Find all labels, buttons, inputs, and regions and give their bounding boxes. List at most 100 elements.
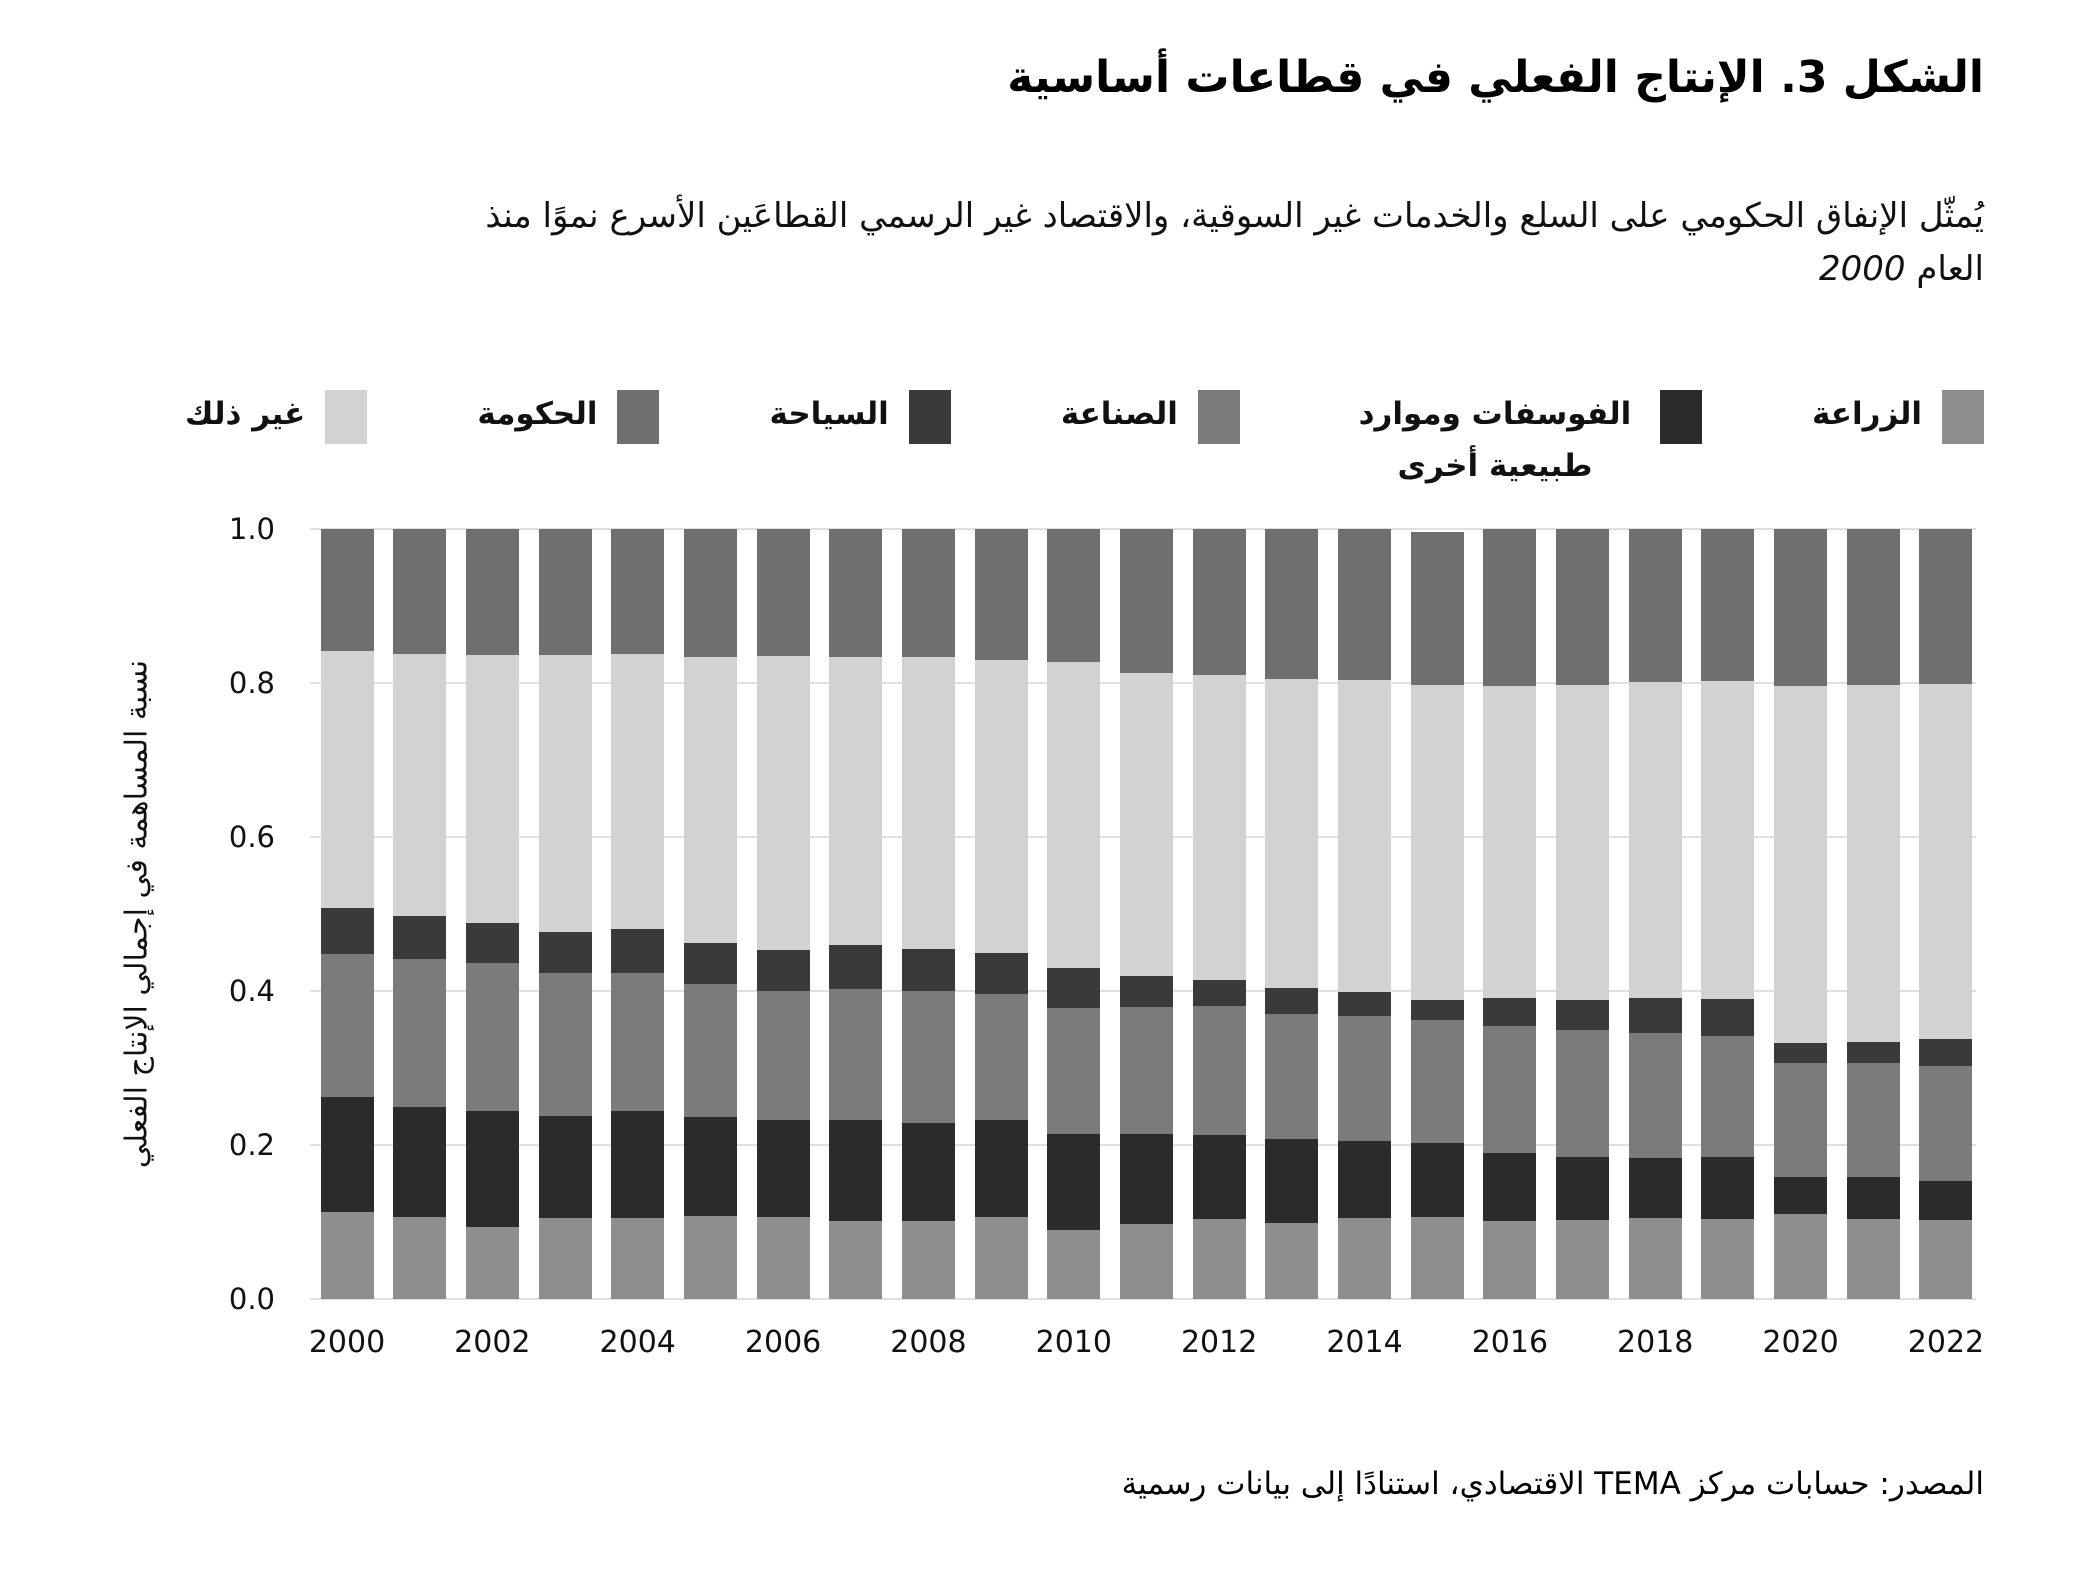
bar-segment-other-2010 bbox=[1047, 662, 1101, 968]
bar-2003 bbox=[538, 529, 592, 1299]
bar-segment-agriculture-2014 bbox=[1338, 1218, 1392, 1299]
x-tick-2002: 2002 bbox=[454, 1325, 531, 1360]
bar-segment-other-2007 bbox=[829, 656, 883, 945]
bar-segment-industry-2018 bbox=[1628, 1032, 1682, 1159]
bar-segment-phosphates-2001 bbox=[393, 1107, 447, 1218]
bar-segment-other-2002 bbox=[465, 654, 519, 924]
bar-2007 bbox=[829, 529, 883, 1299]
bar-segment-tourism-2008 bbox=[901, 948, 955, 992]
bar-segment-industry-2007 bbox=[829, 989, 883, 1120]
bar-segment-government-2001 bbox=[393, 529, 447, 654]
legend-item-phosphates: الفوسفات وموارد طبيعية أخرى bbox=[1350, 388, 1702, 492]
bar-segment-tourism-2011 bbox=[1119, 975, 1173, 1008]
bar-segment-government-2007 bbox=[829, 529, 883, 657]
bar-segment-industry-2013 bbox=[1265, 1014, 1319, 1139]
bar-segment-industry-2001 bbox=[393, 958, 447, 1108]
bar-segment-other-2012 bbox=[1192, 674, 1246, 981]
bar-2015 bbox=[1410, 529, 1464, 1299]
bar-segment-government-2012 bbox=[1192, 529, 1246, 675]
bar-segment-phosphates-2022 bbox=[1919, 1181, 1973, 1220]
bar-segment-government-2019 bbox=[1701, 529, 1755, 682]
bar-segment-tourism-2022 bbox=[1919, 1038, 1973, 1066]
bar-segment-other-2016 bbox=[1483, 686, 1537, 998]
bar-segment-tourism-2021 bbox=[1846, 1041, 1900, 1064]
bar-2017 bbox=[1556, 529, 1610, 1299]
bar-segment-tourism-2002 bbox=[465, 923, 519, 964]
bar-segment-phosphates-2021 bbox=[1846, 1177, 1900, 1219]
legend-swatch-industry bbox=[1197, 390, 1240, 444]
bar-2018 bbox=[1628, 529, 1682, 1299]
bar-2009 bbox=[974, 529, 1028, 1299]
chart-legend: الزراعة الفوسفات وموارد طبيعية أخرى الصناع… bbox=[185, 388, 1984, 492]
legend-item-government: الحكومة bbox=[477, 388, 660, 444]
bar-segment-government-2000 bbox=[320, 529, 374, 652]
legend-label-industry: الصناعة bbox=[1060, 396, 1178, 432]
bar-segment-government-2010 bbox=[1047, 529, 1101, 663]
bar-segment-government-2018 bbox=[1628, 529, 1682, 683]
bar-segment-other-2018 bbox=[1628, 682, 1682, 998]
bar-segment-government-2003 bbox=[538, 529, 592, 656]
bar-segment-government-2004 bbox=[611, 529, 665, 654]
figure-subtitle-text: يُمثّل الإنفاق الحكومي على السلع والخدما… bbox=[485, 196, 1984, 289]
x-tick-2014: 2014 bbox=[1326, 1325, 1403, 1360]
bar-segment-other-2001 bbox=[393, 653, 447, 917]
bar-segment-phosphates-2008 bbox=[901, 1122, 955, 1222]
legend-label-government: الحكومة bbox=[477, 396, 598, 432]
bar-segment-agriculture-2001 bbox=[393, 1217, 447, 1299]
y-tick-0.4: 0.4 bbox=[228, 974, 275, 1008]
bar-segment-phosphates-2016 bbox=[1483, 1152, 1537, 1222]
legend-item-other: غير ذلك bbox=[185, 388, 368, 444]
bar-segment-tourism-2000 bbox=[320, 907, 374, 955]
bar-segment-other-2009 bbox=[974, 659, 1028, 954]
bar-segment-government-2013 bbox=[1265, 529, 1319, 680]
legend-swatch-tourism bbox=[908, 390, 951, 444]
bar-segment-government-2008 bbox=[901, 529, 955, 657]
bar-segment-agriculture-2017 bbox=[1556, 1220, 1610, 1299]
bar-segment-phosphates-2000 bbox=[320, 1096, 374, 1212]
bar-segment-other-2008 bbox=[901, 656, 955, 949]
bar-segment-government-2014 bbox=[1338, 529, 1392, 680]
bar-segment-industry-2014 bbox=[1338, 1016, 1392, 1142]
bar-segment-tourism-2017 bbox=[1556, 1000, 1610, 1030]
bar-segment-industry-2003 bbox=[538, 972, 592, 1116]
bar-segment-tourism-2013 bbox=[1265, 987, 1319, 1015]
bar-segment-other-2021 bbox=[1846, 684, 1900, 1042]
bar-segment-industry-2006 bbox=[756, 991, 810, 1121]
legend-swatch-agriculture bbox=[1942, 390, 1984, 444]
bar-segment-other-2004 bbox=[611, 653, 665, 930]
bar-segment-industry-2004 bbox=[611, 972, 665, 1112]
bar-segment-industry-2005 bbox=[683, 984, 737, 1118]
x-tick-2000: 2000 bbox=[308, 1325, 386, 1360]
bar-2019 bbox=[1701, 529, 1755, 1299]
bar-2021 bbox=[1846, 529, 1900, 1299]
bar-segment-phosphates-2015 bbox=[1410, 1142, 1464, 1217]
bar-segment-industry-2016 bbox=[1483, 1025, 1537, 1153]
bar-segment-phosphates-2013 bbox=[1265, 1138, 1319, 1223]
x-tick-2010: 2010 bbox=[1035, 1325, 1112, 1360]
bar-2005 bbox=[683, 529, 737, 1299]
bar-segment-industry-2012 bbox=[1192, 1006, 1246, 1135]
x-tick-2006: 2006 bbox=[744, 1325, 822, 1360]
bar-segment-agriculture-2009 bbox=[974, 1216, 1028, 1299]
bar-segment-tourism-2006 bbox=[756, 950, 810, 992]
legend-item-industry: الصناعة bbox=[1061, 388, 1240, 444]
bar-segment-government-2020 bbox=[1774, 529, 1828, 687]
bar-segment-agriculture-2022 bbox=[1919, 1219, 1973, 1299]
bar-segment-agriculture-2007 bbox=[829, 1221, 883, 1299]
bar-segment-agriculture-2015 bbox=[1410, 1216, 1464, 1299]
legend-swatch-phosphates bbox=[1659, 390, 1702, 444]
bar-segment-other-2022 bbox=[1919, 683, 1973, 1039]
bar-segment-industry-2020 bbox=[1774, 1063, 1828, 1177]
bar-2020 bbox=[1774, 529, 1828, 1299]
bar-segment-agriculture-2002 bbox=[465, 1226, 519, 1299]
bar-segment-tourism-2014 bbox=[1338, 991, 1392, 1017]
bar-segment-tourism-2010 bbox=[1047, 967, 1101, 1008]
bar-segment-phosphates-2019 bbox=[1701, 1157, 1755, 1219]
bar-segment-other-2003 bbox=[538, 655, 592, 932]
bar-2013 bbox=[1265, 529, 1319, 1299]
bar-segment-agriculture-2004 bbox=[611, 1218, 665, 1299]
bar-segment-phosphates-2018 bbox=[1628, 1158, 1682, 1219]
x-tick-2012: 2012 bbox=[1180, 1325, 1258, 1360]
bar-segment-phosphates-2011 bbox=[1119, 1134, 1173, 1224]
